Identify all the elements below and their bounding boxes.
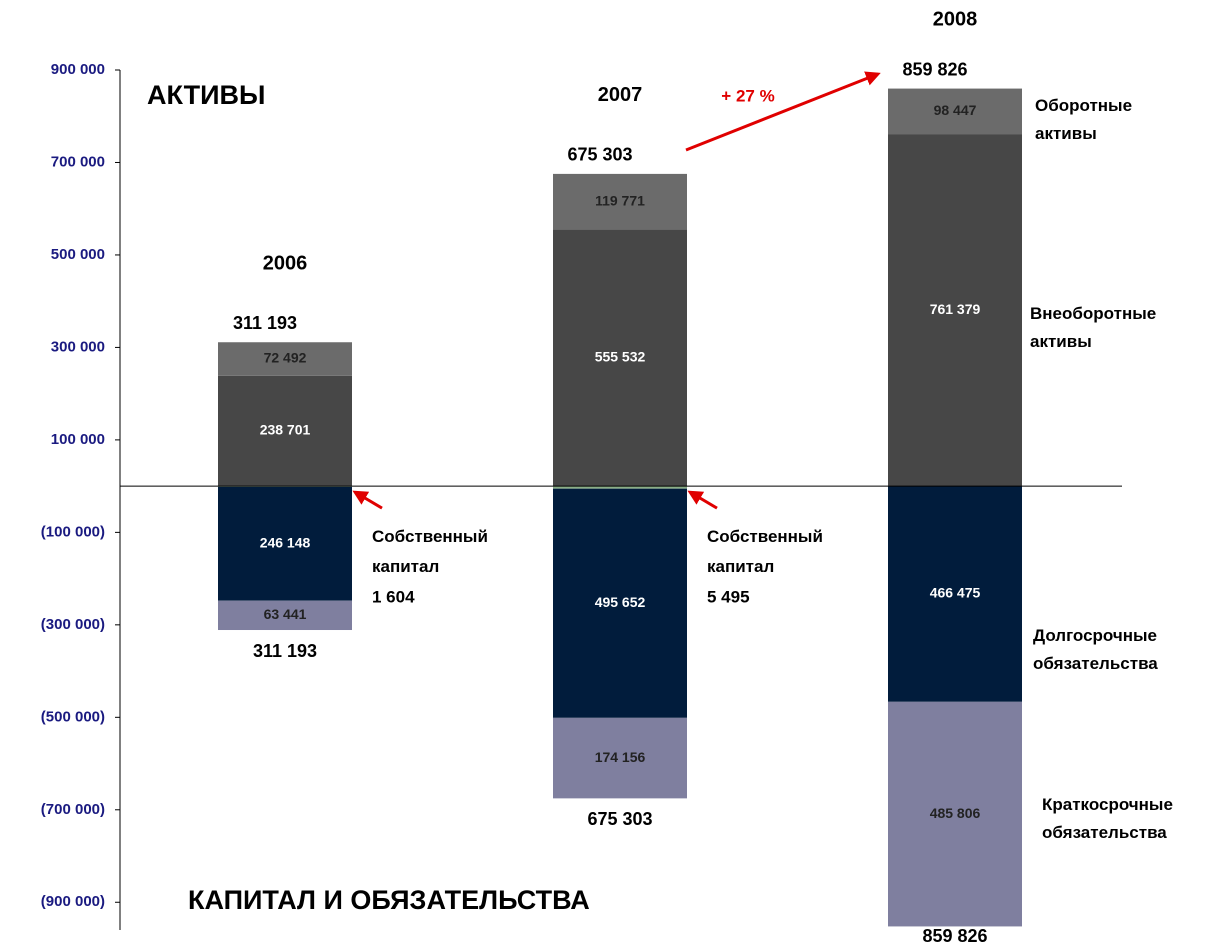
- value-label: 495 652: [595, 594, 646, 610]
- value-label: 174 156: [595, 749, 646, 765]
- y-tick-label: (500 000): [41, 708, 105, 725]
- total-label: 675 303: [587, 809, 652, 829]
- value-label: 246 148: [260, 534, 311, 550]
- bar-segment: [553, 488, 687, 718]
- bar-segment: [888, 701, 1022, 927]
- bar-segment: [888, 88, 1022, 135]
- y-tick-label: (900 000): [41, 893, 105, 910]
- total-label: 859 826: [902, 59, 967, 79]
- value-label: 466 475: [930, 585, 981, 601]
- legend-label: Краткосрочные обязательства: [1042, 795, 1173, 842]
- series-label-line: капитал: [372, 558, 439, 577]
- y-tick-label: (100 000): [41, 523, 105, 540]
- value-label: 1 604: [372, 588, 415, 607]
- legend-label-line: обязательства: [1033, 654, 1158, 673]
- legend-label-line: активы: [1035, 124, 1097, 143]
- chart-subtitle: КАПИТАЛ И ОБЯЗАТЕЛЬСТВА: [188, 885, 590, 915]
- growth-arrow: [685, 71, 881, 152]
- bar-segment: [218, 342, 352, 376]
- legend-label: Внеоборотные активы: [1030, 304, 1156, 351]
- bar-segment: [553, 717, 687, 799]
- series-label-line: Собственный: [372, 528, 488, 547]
- legend-label-line: Долгосрочные: [1033, 626, 1157, 645]
- legend-label-line: Внеоборотные: [1030, 304, 1156, 323]
- bar-segment: [888, 486, 1022, 702]
- value-label: 555 532: [595, 348, 646, 364]
- y-tick-label: 500 000: [51, 246, 105, 263]
- category-label: 2007: [598, 84, 643, 106]
- total-label: 859 826: [922, 926, 987, 946]
- category-label: 2008: [933, 8, 978, 30]
- value-label: 98 447: [934, 102, 977, 118]
- value-label: 72 492: [264, 350, 307, 366]
- bar-segment: [553, 486, 687, 489]
- series-label-line: Собственный: [707, 528, 823, 547]
- y-tick-label: 300 000: [51, 338, 105, 355]
- bar-segment: [888, 134, 1022, 487]
- pointer-arrow: [352, 490, 383, 510]
- growth-label: + 27 %: [721, 86, 774, 105]
- value-label: 238 701: [260, 422, 311, 438]
- y-tick-label: 100 000: [51, 431, 105, 448]
- value-label: 761 379: [930, 301, 981, 317]
- bar-segment: [218, 600, 352, 631]
- y-tick-label: 900 000: [51, 61, 105, 78]
- total-label: 311 193: [253, 641, 317, 661]
- total-label: 311 193: [233, 313, 297, 333]
- total-label: 675 303: [567, 145, 632, 165]
- category-label: 2006: [263, 253, 308, 275]
- legend-label-line: активы: [1030, 332, 1092, 351]
- pointer-arrow: [687, 490, 718, 510]
- legend-label: Долгосрочные обязательства: [1033, 626, 1158, 673]
- legend-label-line: Краткосрочные: [1042, 795, 1173, 814]
- chart-title: АКТИВЫ: [147, 80, 265, 110]
- y-tick-label: (300 000): [41, 616, 105, 633]
- y-tick-label: (700 000): [41, 801, 105, 818]
- value-label: 119 771: [595, 192, 645, 208]
- bar-segment: [553, 173, 687, 230]
- legend-label: Оборотные активы: [1035, 96, 1132, 143]
- legend-label-line: обязательства: [1042, 823, 1167, 842]
- value-label: 485 806: [930, 805, 981, 821]
- series-label: Собственный капитал: [707, 528, 823, 577]
- bar-segment: [553, 229, 687, 487]
- series-label-line: капитал: [707, 558, 774, 577]
- y-tick-label: 700 000: [51, 153, 105, 170]
- value-label: 63 441: [264, 606, 307, 622]
- value-label: 5 495: [707, 588, 750, 607]
- bar-segment: [218, 375, 352, 487]
- series-label: Собственный капитал: [372, 528, 488, 577]
- legend-label-line: Оборотные: [1035, 96, 1132, 115]
- bar-segment: [218, 486, 352, 601]
